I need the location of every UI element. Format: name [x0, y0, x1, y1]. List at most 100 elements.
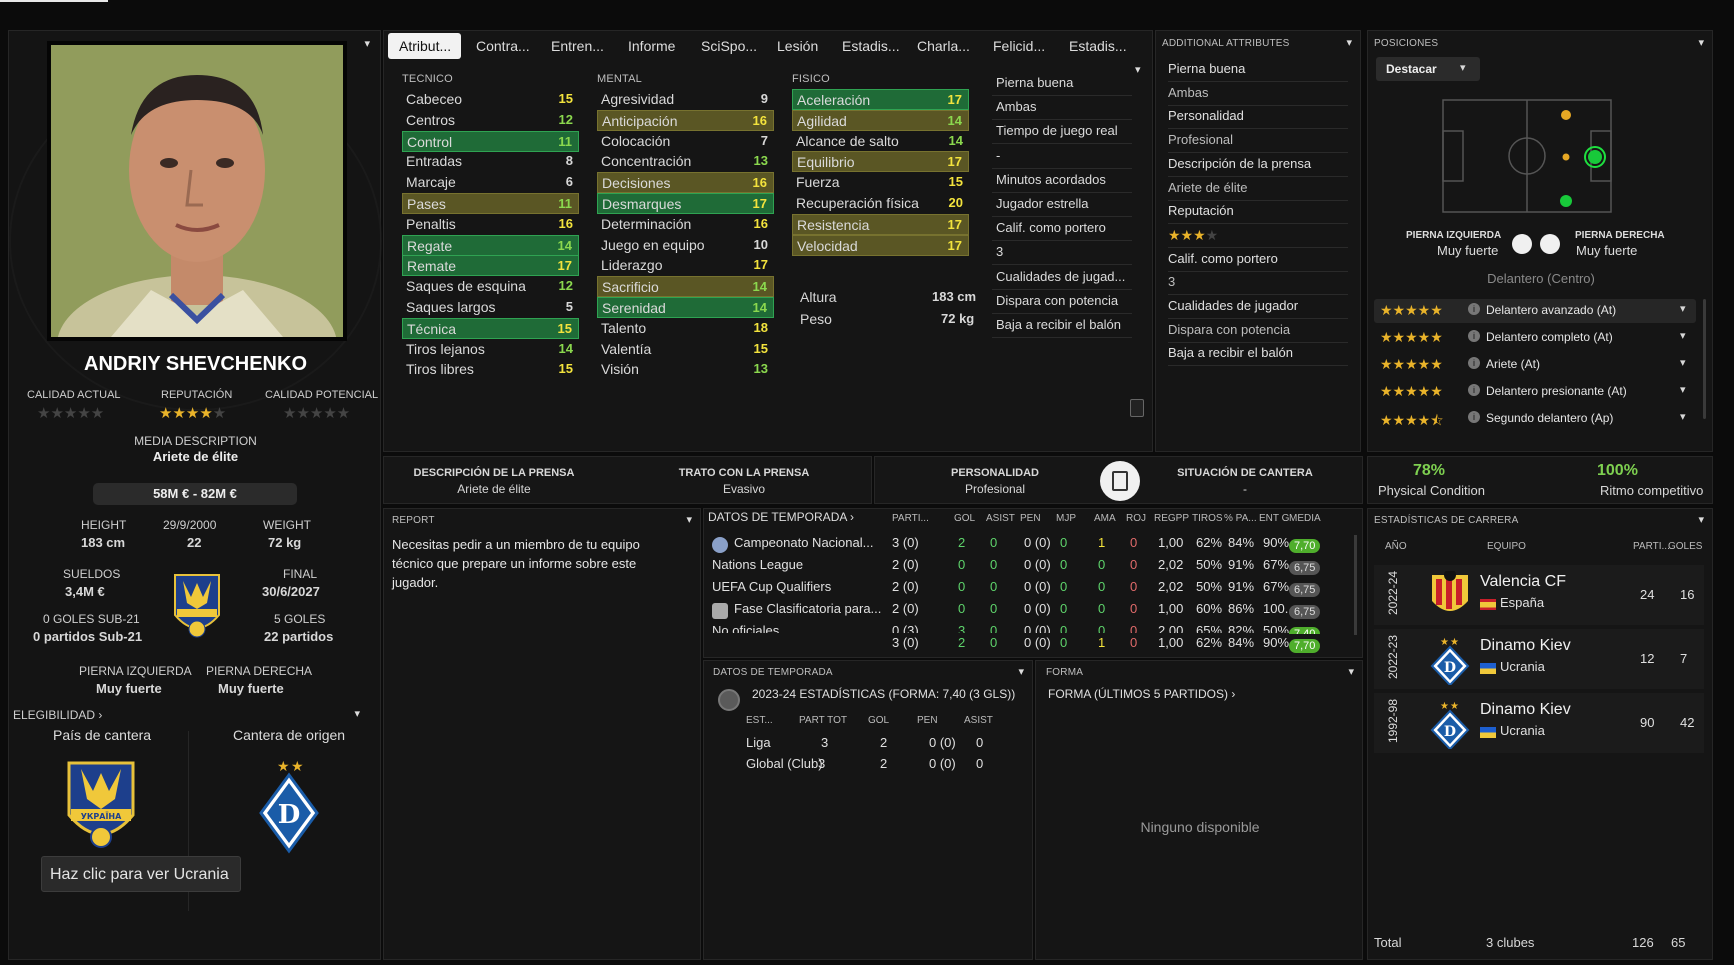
attribute-row-marcaje[interactable]: Marcaje 6 — [402, 172, 579, 193]
role-chevron-icon[interactable]: ▾ — [1680, 303, 1686, 315]
national-team-badge[interactable] — [169, 571, 225, 643]
profile-menu-chevron-icon[interactable]: ▾ — [364, 38, 370, 50]
attribute-row-equilibrio[interactable]: Equilibrio 17 — [792, 151, 969, 173]
additional-divider — [1168, 246, 1348, 248]
attribute-row-centros[interactable]: Centros 12 — [402, 110, 579, 131]
role-chevron-icon[interactable]: ▾ — [1680, 357, 1686, 369]
highlight-dropdown[interactable]: Destacar ▾ — [1376, 57, 1480, 81]
attribute-row-sacrificio[interactable]: Sacrificio 14 — [597, 276, 774, 298]
attribute-row-resistencia[interactable]: Resistencia 17 — [792, 213, 969, 235]
role-row[interactable]: ★★★★★ i Ariete (At) ▾ — [1374, 353, 1696, 377]
role-info-icon[interactable]: i — [1468, 330, 1480, 342]
role-info-icon[interactable]: i — [1468, 303, 1480, 315]
club-name[interactable]: Valencia CF — [1480, 573, 1566, 590]
attribute-row-concentración[interactable]: Concentración 13 — [597, 151, 774, 172]
role-chevron-icon[interactable]: ▾ — [1680, 411, 1686, 423]
attribute-row-desmarques[interactable]: Desmarques 17 — [597, 193, 774, 214]
attribute-row-control[interactable]: Control 11 — [402, 130, 579, 152]
attribute-row-liderazgo[interactable]: Liderazgo 17 — [597, 255, 774, 276]
report-chevron-icon[interactable]: ▾ — [686, 514, 692, 526]
tab-attributes[interactable]: Atribut... — [388, 33, 462, 59]
attribute-row-penaltis[interactable]: Penaltis 16 — [402, 214, 579, 235]
attribute-row-valentía[interactable]: Valentía 15 — [597, 339, 774, 360]
season-header-link[interactable]: DATOS DE TEMPORADA › — [708, 510, 854, 524]
attribute-row-colocación[interactable]: Colocación 7 — [597, 131, 774, 152]
season-comp-name[interactable]: UEFA Cup Qualifiers — [712, 579, 832, 594]
attribute-row-tiros-libres[interactable]: Tiros libres 15 — [402, 359, 579, 380]
form-subtitle-link[interactable]: FORMA (ÚLTIMOS 5 PARTIDOS) › — [1048, 687, 1235, 701]
role-info-icon[interactable]: i — [1468, 357, 1480, 369]
career-row[interactable]: 2022-23 ★ ★ D Dinamo Kiev Ucrania 12 7 — [1374, 629, 1704, 689]
attribute-row-pases[interactable]: Pases 11 — [402, 193, 579, 214]
attribute-value: 15 — [558, 361, 573, 377]
season-cell: 0 — [1130, 601, 1138, 616]
season-comp-name[interactable]: Nations League — [712, 557, 804, 572]
attribute-value: 16 — [752, 112, 767, 128]
season-rating: 6,75 — [1289, 605, 1321, 619]
attribute-row-saques-largos[interactable]: Saques largos 5 — [402, 297, 579, 318]
tab-report[interactable]: Informe — [628, 38, 676, 54]
attribute-row-serenidad[interactable]: Serenidad 14 — [597, 297, 774, 318]
role-row[interactable]: ★★★★⯪ i Segundo delantero (Ap) ▾ — [1374, 407, 1696, 431]
form-chevron-icon[interactable]: ▾ — [1348, 666, 1354, 678]
attribute-row-agilidad[interactable]: Agilidad 14 — [792, 109, 969, 131]
role-info-icon[interactable]: i — [1468, 411, 1480, 423]
club-name[interactable]: Dinamo Kiev — [1480, 637, 1571, 654]
tab-sciSports[interactable]: SciSpo... — [701, 38, 758, 54]
additional-chevron-icon[interactable]: ▾ — [1346, 37, 1352, 49]
attribute-row-cabeceo[interactable]: Cabeceo 15 — [402, 89, 579, 110]
tab-happiness[interactable]: Felicid... — [993, 38, 1046, 54]
attribute-row-regate[interactable]: Regate 14 — [402, 234, 579, 256]
role-row[interactable]: ★★★★★ i Delantero completo (At) ▾ — [1374, 326, 1696, 350]
attribute-row-fuerza[interactable]: Fuerza 15 — [792, 172, 969, 193]
attribute-row-juego-en-equipo[interactable]: Juego en equipo 10 — [597, 235, 774, 256]
attribute-row-decisiones[interactable]: Decisiones 16 — [597, 172, 774, 194]
role-row[interactable]: ★★★★★ i Delantero avanzado (At) ▾ — [1374, 299, 1696, 323]
attribute-row-tiros-lejanos[interactable]: Tiros lejanos 14 — [402, 339, 579, 360]
attribute-row-técnica[interactable]: Técnica 15 — [402, 317, 579, 339]
role-info-icon[interactable]: i — [1468, 384, 1480, 396]
personality-icon[interactable] — [1100, 461, 1140, 501]
attribute-row-determinación[interactable]: Determinación 16 — [597, 214, 774, 235]
tab-contract[interactable]: Contra... — [476, 38, 530, 54]
dinamo-kiev-origin-badge[interactable]: ★ ★ D — [257, 757, 321, 855]
role-row[interactable]: ★★★★★ i Delantero presionante (At) ▾ — [1374, 380, 1696, 404]
role-chevron-icon[interactable]: ▾ — [1680, 330, 1686, 342]
career-row[interactable]: 2022-24 Valencia CF España 24 16 — [1374, 565, 1704, 625]
side-tool-icon[interactable] — [1130, 399, 1144, 417]
eligibility-link[interactable]: ELEGIBILIDAD › — [13, 708, 102, 722]
attribute-row-alcance-de-salto[interactable]: Alcance de salto 14 — [792, 131, 969, 152]
attribute-row-aceleración[interactable]: Aceleración 17 — [792, 89, 969, 110]
season-comp-name[interactable]: Fase Clasificatoria para... — [734, 601, 882, 616]
career-row[interactable]: 1992-98 ★ ★ D Dinamo Kiev Ucrania 90 42 — [1374, 693, 1704, 753]
ukraine-nation-badge[interactable]: УКРАЇНА — [61, 753, 141, 853]
attribute-row-velocidad[interactable]: Velocidad 17 — [792, 234, 969, 256]
tab-training[interactable]: Entren... — [551, 38, 604, 54]
attributes-side-chevron-icon[interactable]: ▾ — [1135, 64, 1141, 76]
tab-talk[interactable]: Charla... — [917, 38, 970, 54]
attribute-row-remate[interactable]: Remate 17 — [402, 255, 579, 277]
season-comp-name[interactable]: Campeonato Nacional... — [734, 535, 874, 550]
attribute-row-recuperación-física[interactable]: Recuperación física 20 — [792, 193, 969, 214]
attribute-row-visión[interactable]: Visión 13 — [597, 359, 774, 380]
season-cell: 86% — [1228, 601, 1255, 616]
attribute-row-agresividad[interactable]: Agresividad 9 — [597, 89, 774, 110]
attribute-row-anticipación[interactable]: Anticipación 16 — [597, 109, 774, 131]
season-scrollbar[interactable] — [1354, 535, 1357, 635]
role-chevron-icon[interactable]: ▾ — [1680, 384, 1686, 396]
positions-chevron-icon[interactable]: ▾ — [1698, 37, 1704, 49]
tab-stats-2[interactable]: Estadis... — [1069, 38, 1127, 54]
roles-scrollbar[interactable] — [1703, 299, 1706, 419]
season-small-chevron-icon[interactable]: ▾ — [1018, 666, 1024, 678]
additional-divider — [1168, 152, 1348, 154]
youth-status-value: - — [1243, 482, 1247, 496]
club-name[interactable]: Dinamo Kiev — [1480, 701, 1571, 718]
attribute-row-entradas[interactable]: Entradas 8 — [402, 151, 579, 172]
eligibility-collapse-chevron-icon[interactable]: ▾ — [354, 708, 360, 720]
tab-stats[interactable]: Estadis... — [842, 38, 900, 54]
career-chevron-icon[interactable]: ▾ — [1698, 514, 1704, 526]
tab-injury[interactable]: Lesión — [777, 38, 819, 54]
attribute-row-saques-de-esquina[interactable]: Saques de esquina 12 — [402, 276, 579, 297]
attribute-row-talento[interactable]: Talento 18 — [597, 318, 774, 339]
season-comp-name[interactable]: No oficiales — [712, 623, 780, 633]
